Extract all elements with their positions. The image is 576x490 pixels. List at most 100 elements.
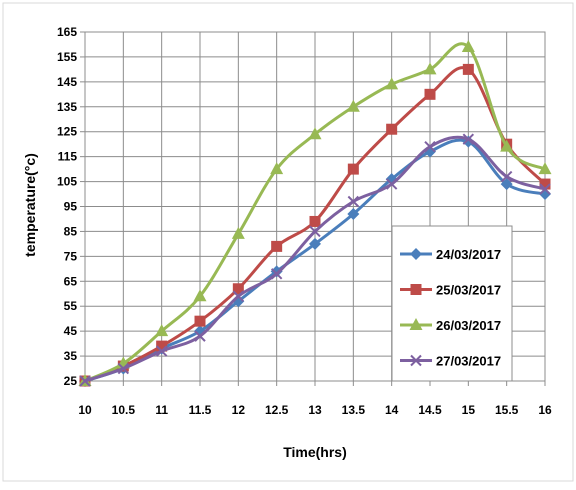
data-point [79, 375, 91, 387]
data-point [461, 39, 475, 52]
y-tick-label: 125 [57, 125, 77, 139]
x-tick-label: 13.5 [342, 403, 366, 417]
data-point [194, 315, 206, 327]
legend-label: 27/03/2017 [436, 354, 501, 369]
y-tick-label: 55 [64, 299, 78, 313]
data-point [309, 225, 321, 238]
x-tick-label: 13 [308, 403, 322, 417]
data-point [117, 362, 130, 375]
y-tick-label: 135 [57, 100, 77, 114]
data-point [424, 140, 436, 153]
data-point [193, 289, 207, 302]
data-point [309, 237, 321, 250]
axes: 25 35 45 55 65 75 85 95 105 115 125 135 145 155 165 10 1… [57, 25, 552, 417]
y-tick-label: 115 [58, 150, 78, 164]
legend-marker [410, 284, 422, 295]
marker-stroke [117, 362, 130, 375]
legend-label: 25/03/2017 [436, 283, 501, 298]
legend-entry: 25/03/2017 [400, 283, 501, 298]
y-tick-label: 155 [57, 50, 77, 64]
legend: 24/03/2017 25/03/2017 26/03/2017 27/03/2017 [391, 225, 513, 382]
y-tick-label: 95 [64, 200, 78, 214]
data-point [270, 268, 283, 280]
data-point [231, 226, 245, 239]
x-tick-label: 11 [155, 403, 168, 417]
y-tick-label: 165 [57, 25, 77, 39]
data-point [500, 178, 513, 191]
marker-stroke [194, 330, 206, 342]
data-point [500, 170, 513, 183]
x-tick-label: 12.5 [265, 403, 289, 417]
series-4 [79, 133, 551, 387]
data-point [347, 207, 360, 220]
x-tick-label: 10 [78, 403, 92, 417]
series-lines [78, 39, 552, 387]
marker-stroke [424, 140, 436, 153]
data-point [347, 163, 359, 175]
legend-marker [410, 248, 422, 260]
data-point [538, 162, 552, 175]
data-point [232, 283, 244, 295]
y-tick-label: 105 [57, 175, 77, 189]
y-tick-label: 145 [57, 75, 77, 89]
data-point [271, 240, 283, 252]
x-axis-title: Time(hrs) [283, 444, 347, 460]
marker-stroke [410, 354, 422, 367]
x-tick-label: 10.5 [112, 403, 136, 417]
data-point [423, 62, 437, 75]
y-tick-label: 75 [64, 249, 78, 263]
legend-entry: 26/03/2017 [400, 318, 501, 333]
data-point [308, 127, 322, 140]
marker-stroke [79, 375, 91, 387]
plot-area-border [84, 31, 546, 382]
data-point [539, 178, 551, 190]
data-point [156, 340, 168, 352]
data-point [346, 99, 360, 112]
legend-marker [410, 354, 422, 367]
x-tick-label: 16 [538, 403, 552, 417]
data-point [347, 195, 360, 208]
data-point [309, 215, 321, 227]
marker-stroke [232, 290, 245, 302]
x-tick-label: 11.5 [189, 403, 212, 417]
data-point [462, 63, 474, 75]
marker-stroke [385, 178, 398, 190]
legend-entry: 27/03/2017 [400, 354, 501, 369]
marker-stroke [539, 183, 551, 195]
data-point [194, 330, 206, 342]
data-point [386, 123, 398, 135]
data-point [385, 77, 399, 90]
y-tick-label: 35 [64, 349, 78, 363]
x-tick-label: 15 [462, 403, 476, 417]
marker-stroke [155, 345, 168, 357]
data-point [155, 345, 168, 357]
marker-stroke [347, 195, 360, 208]
legend-label: 26/03/2017 [436, 318, 501, 333]
y-tick-label: 45 [64, 324, 78, 338]
x-tick-label: 12 [232, 403, 246, 417]
x-tick-label: 14 [385, 403, 399, 417]
legend-label: 24/03/2017 [436, 247, 501, 262]
marker-stroke [500, 170, 513, 183]
y-tick-label: 85 [64, 224, 78, 238]
y-tick-label: 65 [64, 274, 78, 288]
data-point [232, 290, 245, 302]
legend-marker [409, 318, 423, 330]
y-axis-title: temperature(°c) [22, 153, 38, 257]
data-point [270, 162, 284, 175]
data-point [500, 139, 514, 152]
data-point [155, 324, 169, 337]
y-tick-label: 25 [64, 374, 78, 388]
marker-stroke [270, 268, 283, 280]
marker-stroke [309, 225, 321, 238]
data-point [462, 133, 475, 145]
marker-stroke [462, 133, 475, 145]
data-point [385, 178, 398, 190]
data-point [539, 183, 551, 195]
legend-entry: 24/03/2017 [400, 247, 501, 262]
data-point [424, 88, 436, 100]
x-tick-label: 14.5 [418, 403, 442, 417]
x-tick-label: 15.5 [495, 403, 519, 417]
